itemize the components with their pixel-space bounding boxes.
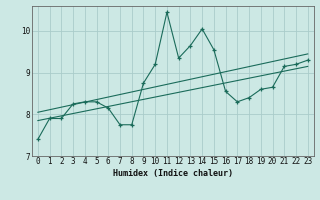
X-axis label: Humidex (Indice chaleur): Humidex (Indice chaleur) <box>113 169 233 178</box>
